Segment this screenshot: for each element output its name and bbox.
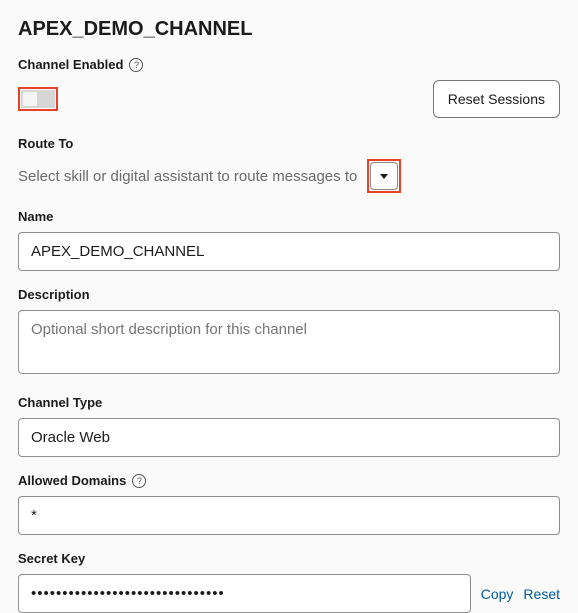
name-input[interactable] — [18, 232, 560, 271]
allowed-domains-label-text: Allowed Domains — [18, 473, 126, 488]
route-to-dropdown[interactable] — [370, 162, 398, 190]
channel-type-input[interactable] — [18, 418, 560, 457]
help-icon[interactable]: ? — [129, 58, 143, 72]
channel-enabled-label-text: Channel Enabled — [18, 57, 123, 72]
description-label: Description — [18, 287, 560, 302]
channel-type-label: Channel Type — [18, 395, 560, 410]
name-label: Name — [18, 209, 560, 224]
description-input[interactable] — [18, 310, 560, 374]
page-title: APEX_DEMO_CHANNEL — [18, 18, 560, 41]
toggle-highlight-box — [18, 87, 58, 111]
reset-link[interactable]: Reset — [523, 586, 560, 602]
allowed-domains-label: Allowed Domains ? — [18, 473, 560, 488]
secret-key-label: Secret Key — [18, 551, 560, 566]
copy-link[interactable]: Copy — [481, 586, 514, 602]
dropdown-highlight-box — [367, 159, 401, 193]
route-to-label: Route To — [18, 136, 560, 151]
reset-sessions-button[interactable]: Reset Sessions — [433, 80, 560, 118]
chevron-down-icon — [380, 174, 388, 179]
route-to-help-text: Select skill or digital assistant to rou… — [18, 168, 357, 185]
channel-enabled-label: Channel Enabled ? — [18, 57, 560, 72]
secret-key-input[interactable] — [18, 574, 471, 613]
toggle-knob — [23, 92, 37, 106]
help-icon[interactable]: ? — [132, 474, 146, 488]
channel-enabled-toggle[interactable] — [21, 90, 55, 108]
allowed-domains-input[interactable] — [18, 496, 560, 535]
